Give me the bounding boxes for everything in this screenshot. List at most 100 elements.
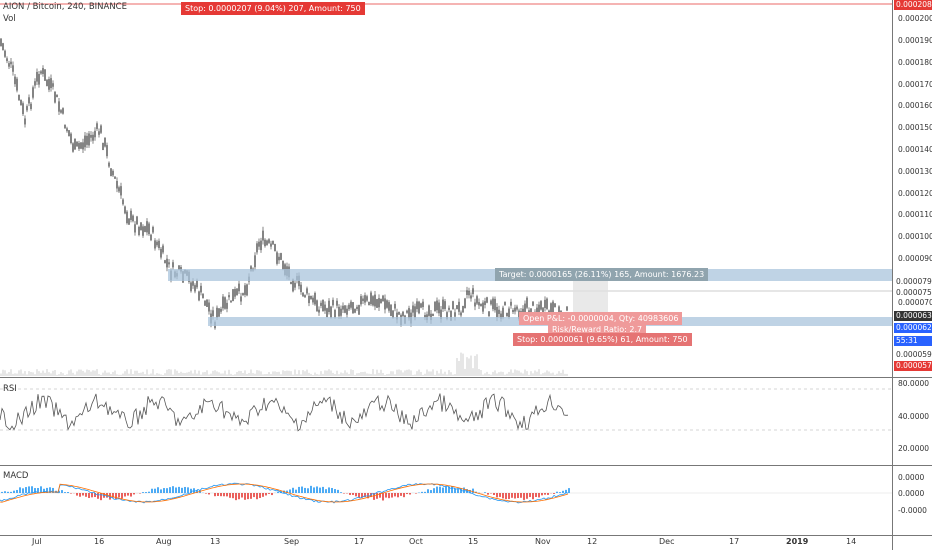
chart-canvas[interactable]: [0, 0, 892, 536]
candle-body: [452, 301, 454, 310]
candle-body: [264, 239, 266, 247]
macd-histogram-bar: [217, 493, 219, 496]
volume-bar: [72, 372, 74, 376]
candle-body: [190, 282, 192, 292]
macd-histogram-bar: [445, 486, 447, 493]
candle-body: [22, 103, 24, 115]
volume-bar: [148, 374, 150, 376]
volume-bar: [386, 374, 388, 376]
volume-bar: [418, 369, 420, 376]
time-axis-border: [0, 535, 932, 536]
volume-bar: [330, 370, 332, 376]
candle-body: [220, 308, 222, 312]
candle-body: [208, 302, 210, 312]
volume-bar: [162, 374, 164, 376]
candle-body: [232, 289, 234, 302]
volume-bar: [258, 370, 260, 376]
candle-body: [514, 307, 516, 312]
candle-body: [418, 301, 420, 314]
candle-body: [428, 305, 430, 316]
target-label[interactable]: Target: 0.0000165 (26.11%) 165, Amount: …: [495, 268, 709, 281]
candle-body: [80, 142, 82, 149]
macd-histogram-bar: [448, 486, 450, 493]
rsi-axis-tick: 40.0000: [898, 412, 930, 421]
macd-label[interactable]: MACD: [3, 471, 29, 481]
volume-bar: [90, 371, 92, 376]
macd-histogram-bar: [37, 487, 39, 493]
candle-body: [236, 288, 238, 296]
signal-line: [0, 483, 569, 503]
candle-body: [412, 305, 414, 313]
candle-body: [148, 223, 150, 235]
candle-body: [14, 76, 16, 85]
candle-body: [302, 292, 304, 297]
macd-histogram-bar: [484, 492, 486, 493]
macd-histogram-bar: [31, 486, 33, 493]
macd-histogram-bar: [187, 487, 189, 493]
volume-bar: [340, 372, 342, 376]
volume-bar: [546, 370, 548, 376]
volume-bar: [106, 372, 108, 376]
macd-histogram-bar: [553, 493, 555, 494]
volume-bar: [498, 372, 500, 376]
pane-separator-macd[interactable]: [0, 465, 932, 466]
volume-bar: [440, 369, 442, 376]
candle-body: [120, 186, 122, 196]
volume-bar: [538, 369, 540, 376]
volume-bar: [2, 369, 4, 376]
candle-body: [326, 308, 328, 318]
open-pl-label[interactable]: Open P&L: -0.0000004, Qty: 40983606: [519, 312, 683, 325]
candle-body: [322, 299, 324, 312]
macd-histogram-bar: [184, 486, 186, 493]
volume-bar: [144, 374, 146, 376]
candle-body: [290, 281, 292, 284]
stop-top-label[interactable]: Stop: 0.0000207 (9.04%) 207, Amount: 750: [181, 2, 365, 15]
symbol-title[interactable]: AION / Bitcoin, 240, BINANCE: [3, 2, 127, 12]
candle-body: [100, 125, 102, 133]
rsi-label[interactable]: RSI: [3, 384, 17, 394]
macd-histogram-bar: [451, 486, 453, 493]
candle-body: [48, 79, 50, 90]
volume-bar: [492, 371, 494, 376]
price-axis[interactable]: [892, 0, 932, 550]
volume-bar: [6, 373, 8, 376]
volume-bar: [26, 374, 28, 376]
risk-reward-label[interactable]: Risk/Reward Ratio: 2.7: [548, 323, 647, 336]
volume-bar: [262, 374, 264, 376]
candle-body: [84, 135, 86, 148]
macd-histogram-bar: [25, 487, 27, 493]
candle-body: [468, 290, 470, 296]
volume-label[interactable]: Vol: [3, 14, 16, 24]
volume-bar: [428, 371, 430, 376]
candle-body: [318, 309, 320, 313]
low-price-badge: 0.0000571: [894, 361, 932, 371]
candle-body: [376, 299, 378, 308]
pane-separator-rsi[interactable]: [0, 377, 932, 378]
candle-body: [366, 296, 368, 301]
candle-body: [30, 103, 32, 109]
macd-histogram-bar: [259, 493, 261, 498]
candle-body: [348, 304, 350, 310]
volume-bar: [232, 374, 234, 376]
candle-body: [52, 83, 54, 87]
macd-histogram-bar: [358, 493, 360, 498]
volume-bar: [434, 374, 436, 376]
volume-bar: [58, 374, 60, 376]
volume-bar: [294, 369, 296, 376]
candle-body: [512, 309, 514, 313]
volume-bar: [290, 371, 292, 376]
time-tick: Nov: [535, 537, 551, 546]
volume-bar: [256, 370, 258, 376]
stop-bottom-label[interactable]: Stop: 0.0000061 (9.65%) 61, Amount: 750: [513, 333, 692, 346]
volume-bar: [500, 371, 502, 376]
volume-bar: [170, 369, 172, 376]
volume-bar: [120, 374, 122, 376]
candle-body: [458, 301, 460, 312]
candle-body: [266, 240, 268, 245]
time-tick: 15: [468, 537, 479, 546]
macd-histogram-bar: [88, 493, 90, 499]
volume-bar: [284, 371, 286, 376]
high-price-badge: 0.0002084: [894, 0, 932, 10]
candle-body: [246, 284, 248, 296]
candle-body: [352, 302, 354, 314]
